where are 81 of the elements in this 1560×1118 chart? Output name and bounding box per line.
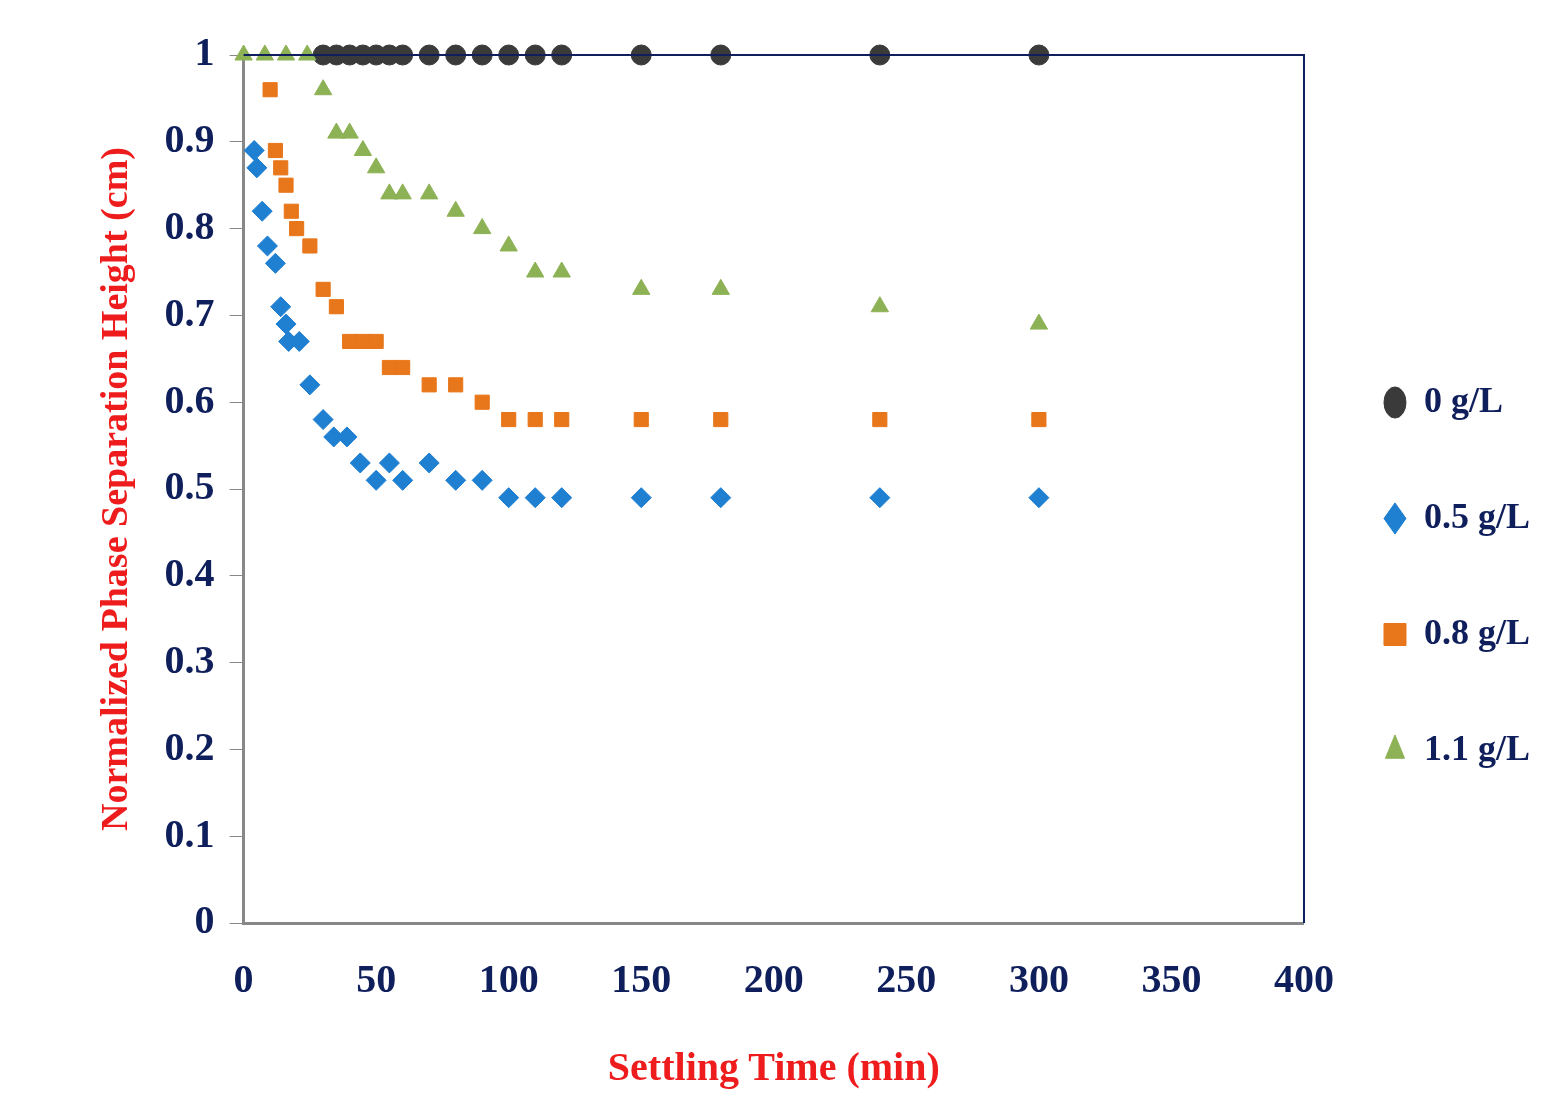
point — [1031, 411, 1047, 428]
point — [273, 160, 289, 176]
point — [392, 44, 414, 66]
point — [710, 44, 732, 66]
point — [471, 44, 493, 66]
point — [501, 411, 517, 428]
point — [395, 359, 411, 376]
point — [554, 411, 570, 428]
point — [524, 44, 546, 66]
legend-label: 0 g/L — [1423, 379, 1503, 420]
point — [524, 487, 546, 509]
legend-label: 0.5 g/L — [1423, 495, 1530, 536]
y-tick-label: 0.9 — [164, 116, 215, 162]
point — [315, 281, 331, 297]
y-tick-label: 1 — [194, 29, 215, 75]
point — [1028, 44, 1050, 66]
point — [378, 452, 400, 474]
point — [365, 469, 387, 491]
point — [392, 469, 414, 491]
point — [275, 313, 297, 335]
point — [498, 44, 520, 66]
point — [246, 157, 268, 179]
point — [630, 44, 652, 66]
legend-label: 0.8 g/L — [1423, 611, 1530, 652]
point — [418, 452, 440, 474]
point — [869, 487, 891, 509]
point — [302, 238, 318, 254]
y-tick-label: 0.1 — [164, 810, 215, 856]
point — [270, 296, 292, 318]
point — [312, 409, 334, 431]
x-tick-label: 50 — [356, 956, 397, 1002]
point — [278, 177, 294, 193]
x-tick-label: 250 — [876, 956, 937, 1002]
point — [299, 374, 321, 396]
x-tick-label: 200 — [743, 956, 804, 1002]
y-tick-label: 0.7 — [164, 289, 215, 335]
point — [243, 139, 265, 161]
y-tick-label: 0.8 — [164, 202, 215, 248]
point — [710, 487, 732, 509]
point — [471, 469, 493, 491]
x-tick-label: 100 — [478, 956, 539, 1002]
point — [551, 44, 573, 66]
point — [349, 452, 371, 474]
x-tick-label: 150 — [611, 956, 672, 1002]
x-tick-label: 400 — [1273, 956, 1334, 1002]
point — [872, 411, 888, 428]
y-tick-label: 0.2 — [164, 723, 215, 769]
point — [256, 235, 278, 257]
point — [328, 299, 344, 315]
point — [289, 221, 305, 237]
x-tick-label: 300 — [1008, 956, 1069, 1002]
y-tick-label: 0 — [194, 897, 215, 943]
point — [869, 44, 891, 66]
point — [713, 411, 729, 428]
y-axis-title: Normalized Phase Separation Height (cm) — [92, 147, 136, 831]
point — [267, 142, 283, 159]
x-tick-label: 350 — [1141, 956, 1202, 1002]
y-tick-label: 0.5 — [164, 463, 215, 509]
point — [283, 203, 299, 219]
point — [418, 44, 440, 66]
y-tick-label: 0.6 — [164, 376, 215, 422]
legend-label: 1.1 g/L — [1423, 727, 1530, 768]
x-tick-label: 0 — [233, 956, 254, 1002]
point — [551, 487, 573, 509]
point — [633, 411, 649, 428]
point — [498, 487, 520, 509]
point — [630, 487, 652, 509]
point — [474, 394, 490, 410]
point — [445, 469, 467, 491]
y-tick-label: 0.3 — [164, 636, 215, 682]
x-axis-title: Settling Time (min) — [607, 1044, 940, 1090]
point — [264, 252, 286, 274]
point — [448, 377, 464, 393]
point — [251, 200, 273, 222]
point — [368, 333, 384, 350]
point — [262, 82, 278, 98]
point — [1028, 487, 1050, 509]
y-tick-label: 0.4 — [164, 550, 215, 596]
point — [421, 377, 437, 393]
point — [527, 411, 543, 428]
point — [445, 44, 467, 66]
